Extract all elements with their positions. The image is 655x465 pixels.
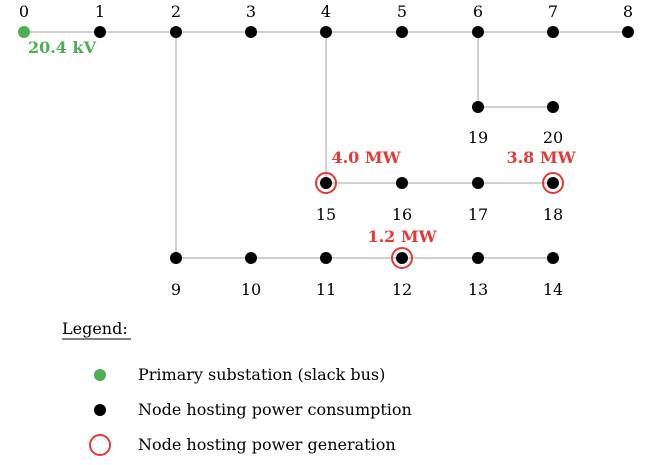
consumption-node-dot [170, 26, 182, 38]
node-5 [396, 26, 408, 38]
consumption-node-dot [320, 177, 332, 189]
node-11 [320, 252, 332, 264]
node-1 [94, 26, 106, 38]
node-label-8: 8 [623, 2, 633, 21]
node-6 [472, 26, 484, 38]
node-label-4: 4 [321, 2, 331, 21]
node-label-16: 16 [392, 205, 412, 224]
node-label-20: 20 [543, 128, 563, 147]
annotation-node-0: 20.4 kV [28, 38, 97, 57]
consumption-node-dot [472, 252, 484, 264]
legend-generation-text: Node hosting power generation [138, 435, 396, 454]
node-label-9: 9 [171, 280, 181, 299]
node-label-5: 5 [397, 2, 407, 21]
consumption-node-dot [396, 177, 408, 189]
annotation-node-18: 3.8 MW [506, 148, 576, 167]
node-2 [170, 26, 182, 38]
node-label-17: 17 [468, 205, 488, 224]
consumption-node-dot [472, 26, 484, 38]
node-label-13: 13 [468, 280, 488, 299]
slack-node-dot [18, 26, 30, 38]
consumption-node-dot [547, 252, 559, 264]
legend-item-consumption: Node hosting power consumption [94, 400, 412, 419]
node-label-19: 19 [468, 128, 488, 147]
node-4 [320, 26, 332, 38]
generation-node-ring [315, 172, 337, 194]
consumption-node-dot [320, 26, 332, 38]
node-18 [542, 172, 564, 194]
legend-slack-symbol [94, 369, 106, 381]
node-label-10: 10 [241, 280, 261, 299]
consumption-node-dot [320, 252, 332, 264]
node-14 [547, 252, 559, 264]
consumption-node-dot [547, 177, 559, 189]
legend-consumption-symbol [94, 404, 106, 416]
consumption-node-dot [547, 101, 559, 113]
node-0 [18, 26, 30, 38]
consumption-node-dot [547, 26, 559, 38]
consumption-node-dot [622, 26, 634, 38]
node-16 [396, 177, 408, 189]
node-13 [472, 252, 484, 264]
consumption-node-dot [472, 101, 484, 113]
node-3 [245, 26, 257, 38]
consumption-node-dot [170, 252, 182, 264]
node-label-6: 6 [473, 2, 483, 21]
edges-layer [24, 31, 628, 259]
legend-generation-symbol [89, 434, 111, 456]
legend-title: Legend: [62, 319, 128, 338]
generation-node-ring [542, 172, 564, 194]
node-label-11: 11 [316, 280, 336, 299]
consumption-node-dot [245, 26, 257, 38]
annotation-node-12: 1.2 MW [367, 227, 437, 246]
node-19 [472, 101, 484, 113]
node-label-15: 15 [316, 205, 336, 224]
node-8 [622, 26, 634, 38]
node-17 [472, 177, 484, 189]
consumption-node-dot [396, 252, 408, 264]
node-label-0: 0 [19, 2, 29, 21]
node-15 [315, 172, 337, 194]
legend-consumption-text: Node hosting power consumption [138, 400, 412, 419]
node-label-2: 2 [171, 2, 181, 21]
consumption-node-dot [94, 26, 106, 38]
legend-item-slack: Primary substation (slack bus) [94, 365, 385, 384]
node-label-7: 7 [548, 2, 558, 21]
node-9 [170, 252, 182, 264]
generation-node-ring [391, 247, 413, 269]
node-7 [547, 26, 559, 38]
node-20 [547, 101, 559, 113]
node-label-1: 1 [95, 2, 105, 21]
node-label-14: 14 [543, 280, 563, 299]
consumption-node-dot [245, 252, 257, 264]
nodes-layer [18, 26, 634, 269]
consumption-node-dot [396, 26, 408, 38]
annotation-node-15: 4.0 MW [331, 148, 401, 167]
node-label-12: 12 [392, 280, 412, 299]
legend-item-generation: Node hosting power generation [89, 434, 396, 456]
node-12 [391, 247, 413, 269]
node-label-3: 3 [246, 2, 256, 21]
legend: Legend: Primary substation (slack bus) N… [62, 319, 412, 456]
annotations-layer: 20.4 kV 4.0 MW 3.8 MW 1.2 MW [28, 38, 577, 246]
node-label-18: 18 [543, 205, 563, 224]
node-10 [245, 252, 257, 264]
legend-slack-text: Primary substation (slack bus) [138, 365, 385, 384]
consumption-node-dot [472, 177, 484, 189]
